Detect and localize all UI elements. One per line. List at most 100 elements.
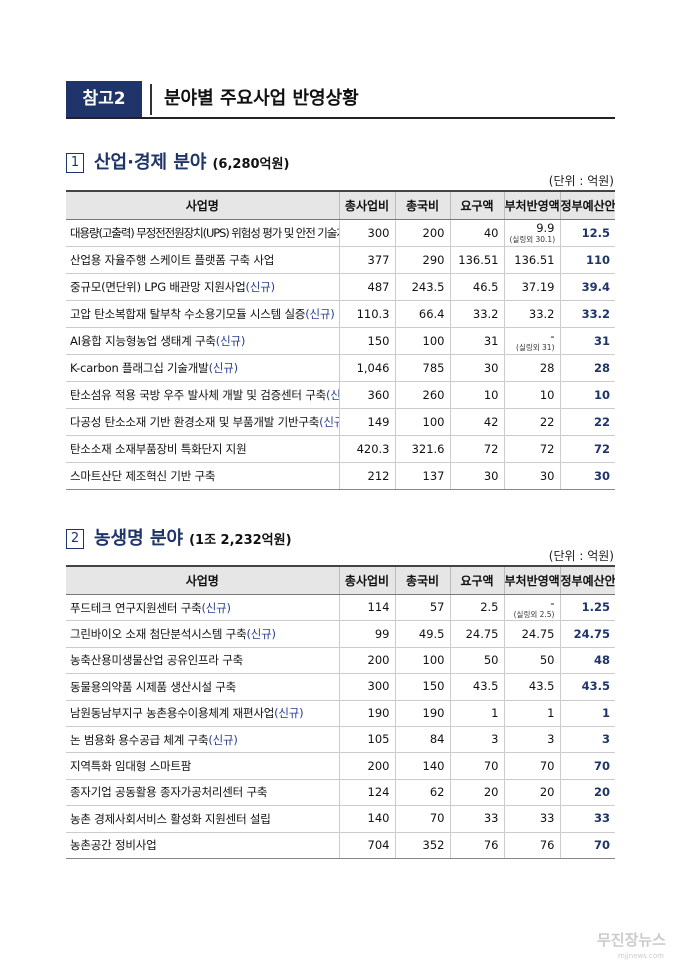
project-name-text: K-carbon 플래그십 기술개발 [70, 361, 209, 375]
ministry-cell: 28 [503, 354, 560, 382]
project-name: 논 범용화 용수공급 체계 구축(신규) [66, 726, 339, 754]
cell-value: 190 [367, 705, 390, 720]
cell-value: 20 [539, 784, 555, 799]
section-number: 1 [66, 153, 84, 173]
cell-value: 24.75 [521, 626, 555, 641]
cell-value: 46.5 [472, 279, 499, 294]
project-name: 대용량(고출력) 무정전전원장치(UPS) 위험성 평가 및 안전 기술개발(신… [66, 219, 339, 247]
cell-value: 50 [539, 652, 555, 667]
cell-value: 200 [422, 225, 445, 240]
total-cell: 1,046 [338, 354, 395, 382]
total-cell: 140 [338, 805, 395, 833]
project-name-text: 농촌 경제사회서비스 활성화 지원센터 설립 [70, 811, 271, 826]
total-cell: 300 [338, 673, 395, 701]
cell-value: - [550, 329, 555, 343]
project-name: 지역특화 임대형 스마트팜 [66, 752, 339, 780]
cell-value: 33 [539, 811, 555, 826]
national-cell: 190 [394, 700, 450, 727]
section-name: 농생명 분야 [94, 528, 184, 549]
ceiling-note: (실링외 2.5) [513, 609, 555, 619]
table-row: AI융합 지능형농업 생태계 구축(신규) 150 100 31 - (실링외 31) 31 [66, 327, 615, 355]
cell-value: 136.51 [458, 252, 499, 267]
cell-value: 39.4 [581, 279, 610, 294]
request-cell: 136.51 [449, 246, 504, 274]
total-cell: 124 [338, 779, 395, 807]
header-divider [150, 84, 152, 115]
table-row: 그린바이오 소재 첨단분석시스템 구축(신규) 99 49.5 24.75 24.75 2… [66, 620, 615, 648]
cell-value: 420.3 [356, 441, 390, 456]
cell-value: 1,046 [356, 360, 390, 375]
cell-value: 137 [422, 468, 445, 483]
ceiling-note: (실링외 31) [516, 343, 555, 352]
column-header: 총사업비 [338, 190, 395, 220]
national-cell: 200 [394, 219, 450, 247]
project-name: 고압 탄소복합재 탈부착 수소용기모듈 시스템 실증(신규) [66, 300, 339, 328]
request-cell: 76 [449, 832, 504, 859]
ministry-cell: 22 [503, 408, 560, 436]
gov-cell: 10 [559, 381, 615, 409]
cell-value: 30 [483, 360, 499, 375]
ministry-cell: 10 [503, 381, 560, 409]
cell-value: 42 [483, 414, 499, 429]
table-row: 농촌 경제사회서비스 활성화 지원센터 설립 140 70 33 33 33 [66, 805, 615, 833]
cell-value: 57 [429, 600, 445, 615]
cell-value: 33.2 [472, 306, 499, 321]
gov-cell: 22 [559, 408, 615, 436]
cell-value: 243.5 [411, 279, 445, 294]
cell-value: 76 [539, 837, 555, 852]
request-cell: 33 [449, 805, 504, 833]
total-cell: 212 [338, 462, 395, 490]
total-cell: 190 [338, 700, 395, 727]
cell-value: 12.5 [581, 225, 610, 240]
column-header: 총사업비 [338, 565, 395, 595]
gov-cell: 1 [559, 700, 615, 727]
new-tag: (신규) [245, 280, 276, 294]
cell-value: 24.75 [465, 626, 499, 641]
national-cell: 243.5 [394, 273, 450, 301]
request-cell: 30 [449, 462, 504, 490]
cell-value: 124 [367, 784, 390, 799]
cell-value: 22 [593, 414, 610, 429]
table-row: 동물용의약품 시제품 생산시설 구축 300 150 43.5 43.5 43.5 [66, 673, 615, 701]
project-name: 푸드테크 연구지원센터 구축(신규) [66, 594, 339, 622]
ministry-cell: - (실링외 2.5) [503, 594, 560, 622]
total-cell: 149 [338, 408, 395, 436]
cell-value: 360 [367, 387, 390, 402]
gov-cell: 33.2 [559, 300, 615, 328]
table-row: 농촌공간 정비사업 704 352 76 76 70 [66, 832, 615, 859]
table-row: 중규모(면단위) LPG 배관망 지원사업(신규) 487 243.5 46.5 37.… [66, 273, 615, 301]
cell-value: - [550, 595, 555, 610]
cell-value: 33 [483, 811, 499, 826]
total-cell: 487 [338, 273, 395, 301]
cell-value: 70 [429, 811, 445, 826]
project-name-text: 동물용의약품 시제품 생산시설 구축 [70, 679, 237, 694]
table-header: 사업명 총사업비 총국비 요구액 부처반영액 정부예산안 [66, 565, 615, 595]
table-row: 남원동남부지구 농촌용수이용체계 재편사업(신규) 190 190 1 1 1 [66, 700, 615, 727]
column-header: 정부예산안 [559, 190, 615, 220]
cell-value: 31 [483, 333, 499, 348]
cell-value: 140 [422, 758, 445, 773]
project-name: 그린바이오 소재 첨단분석시스템 구축(신규) [66, 620, 339, 648]
national-cell: 137 [394, 462, 450, 490]
column-header: 부처반영액 [503, 190, 560, 220]
ministry-cell: 33.2 [503, 300, 560, 328]
cell-value: 321.6 [411, 441, 445, 456]
table-row: 고압 탄소복합재 탈부착 수소용기모듈 시스템 실증(신규) 110.3 66.4 3… [66, 300, 615, 328]
cell-value: 110 [585, 252, 610, 267]
ministry-cell: 50 [503, 647, 560, 675]
cell-value: 105 [367, 732, 390, 747]
cell-value: 785 [422, 360, 445, 375]
request-cell: 20 [449, 779, 504, 807]
request-cell: 43.5 [449, 673, 504, 701]
gov-cell: 30 [559, 462, 615, 490]
total-cell: 300 [338, 219, 395, 247]
new-tag: (신규) [246, 627, 276, 642]
cell-value: 150 [422, 679, 445, 694]
column-header: 사업명 [66, 565, 339, 595]
unit-label: (단위 : 억원) [548, 549, 614, 563]
cell-value: 136.51 [514, 252, 555, 267]
total-cell: 420.3 [338, 435, 395, 463]
ministry-cell: 1 [503, 700, 560, 727]
project-name: 종자기업 공동활용 종자가공처리센터 구축 [66, 779, 339, 807]
watermark-logo: 무진장뉴스 [596, 931, 666, 949]
